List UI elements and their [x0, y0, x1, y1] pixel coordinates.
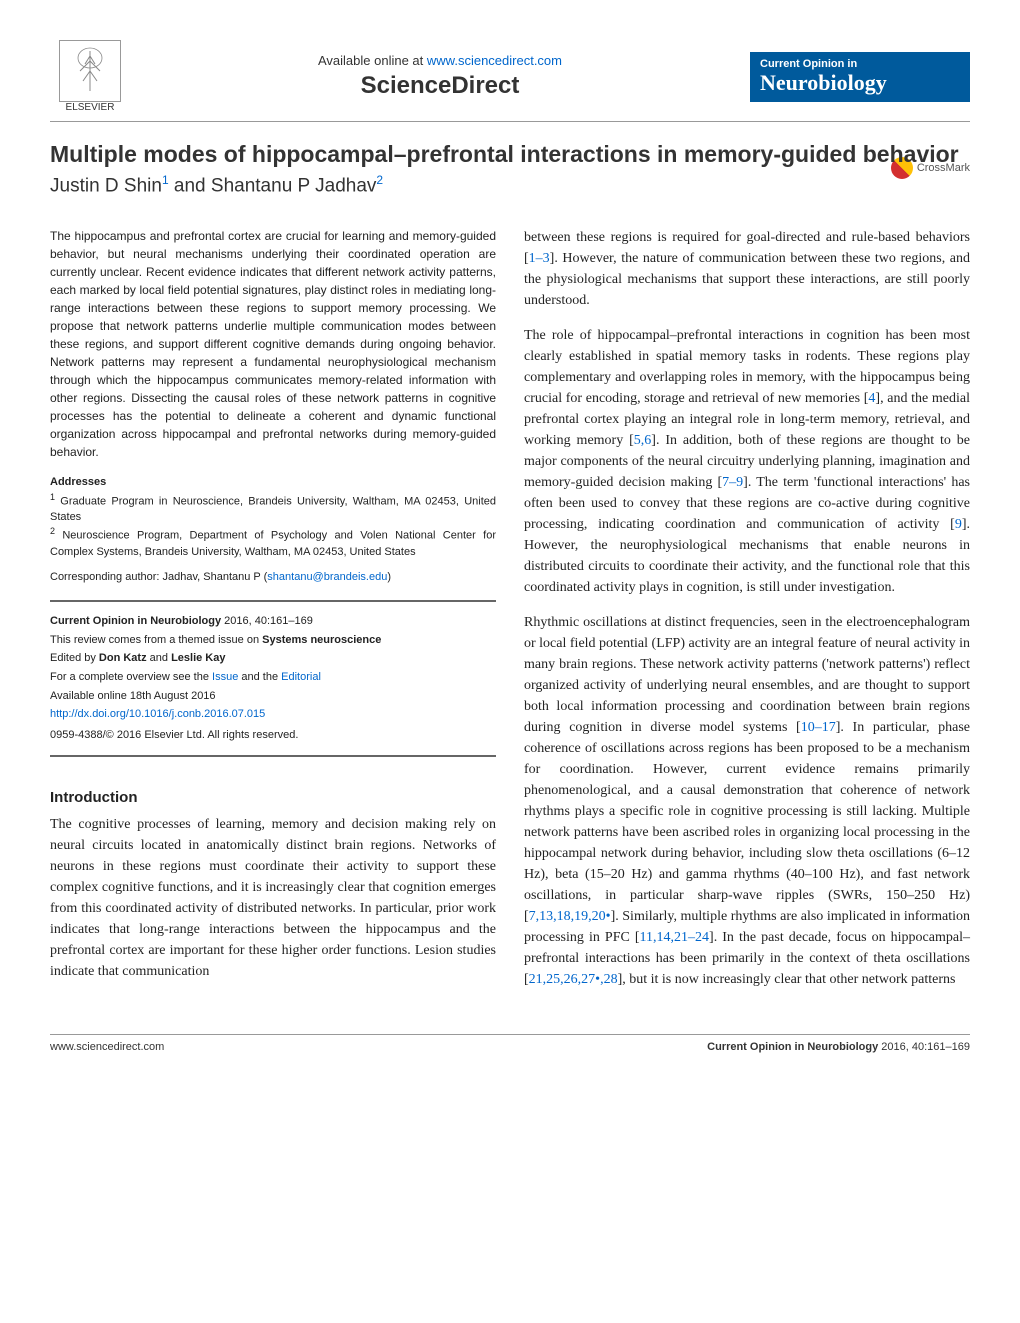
copyright-line: 0959-4388/© 2016 Elsevier Ltd. All right…: [50, 726, 496, 745]
sciencedirect-wordmark: ScienceDirect: [130, 72, 750, 100]
ref-link[interactable]: 11,14,21–24: [640, 930, 709, 945]
elsevier-label: ELSEVIER: [66, 102, 115, 113]
overview-prefix: For a complete overview see the: [50, 671, 212, 683]
available-online-prefix: Available online at: [318, 53, 427, 68]
corresponding-prefix: Corresponding author: Jadhav, Shantanu P…: [50, 571, 267, 583]
page-header: ELSEVIER Available online at www.science…: [50, 40, 970, 122]
overview-editorial-link[interactable]: Editorial: [281, 671, 321, 683]
page-footer: www.sciencedirect.com Current Opinion in…: [50, 1034, 970, 1053]
citation-line: Current Opinion in Neurobiology 2016, 40…: [50, 612, 496, 631]
author-1: Justin D Shin: [50, 175, 162, 196]
body-paragraph-3: Rhythmic oscillations at distinct freque…: [524, 612, 970, 990]
addresses-heading: Addresses: [50, 475, 496, 491]
corresponding-author: Corresponding author: Jadhav, Shantanu P…: [50, 570, 496, 586]
journal-line1: Current Opinion in: [760, 58, 960, 70]
introduction-paragraph: The cognitive processes of learning, mem…: [50, 814, 496, 982]
introduction-heading: Introduction: [50, 787, 496, 809]
article-info-box: Current Opinion in Neurobiology 2016, 40…: [50, 600, 496, 757]
ref-link[interactable]: 7–9: [722, 475, 743, 490]
p1-text-b: ]. However, the nature of communication …: [524, 251, 970, 308]
abstract-text: The hippocampus and prefrontal cortex ar…: [50, 227, 496, 461]
ref-link[interactable]: 10–17: [801, 720, 836, 735]
edited-prefix: Edited by: [50, 652, 99, 664]
themed-prefix: This review comes from a themed issue on: [50, 634, 262, 646]
editor-2: Leslie Kay: [171, 652, 225, 664]
article-title: Multiple modes of hippocampal–prefrontal…: [50, 140, 970, 169]
ref-link[interactable]: 9: [955, 517, 962, 532]
corresponding-suffix: ): [387, 571, 391, 583]
ref-link[interactable]: 21,25,26,27•,28: [529, 972, 618, 987]
p3-text-a: Rhythmic oscillations at distinct freque…: [524, 615, 970, 735]
citation-rest: 2016, 40:161–169: [221, 615, 313, 627]
themed-issue-line: This review comes from a themed issue on…: [50, 631, 496, 650]
ref-link[interactable]: 1–3: [529, 251, 550, 266]
author-1-affiliation[interactable]: 1: [162, 173, 169, 187]
ref-link[interactable]: 7,13,18,19,20•: [529, 909, 611, 924]
right-column: between these regions is required for go…: [524, 227, 970, 1004]
corresponding-email[interactable]: shantanu@brandeis.edu: [267, 571, 387, 583]
body-paragraph-1: between these regions is required for go…: [524, 227, 970, 311]
edited-by-line: Edited by Don Katz and Leslie Kay: [50, 649, 496, 668]
citation-journal: Current Opinion in Neurobiology: [50, 615, 221, 627]
header-center: Available online at www.sciencedirect.co…: [130, 53, 750, 100]
affiliation-1: 1 Graduate Program in Neuroscience, Bran…: [50, 491, 496, 525]
overview-issue-link[interactable]: Issue: [212, 671, 238, 683]
journal-brand-box: Current Opinion in Neurobiology: [750, 52, 970, 102]
editor-sep: and: [147, 652, 171, 664]
overview-line: For a complete overview see the Issue an…: [50, 668, 496, 687]
footer-left: www.sciencedirect.com: [50, 1041, 164, 1053]
doi-link[interactable]: http://dx.doi.org/10.1016/j.conb.2016.07…: [50, 708, 265, 720]
footer-right: Current Opinion in Neurobiology 2016, 40…: [707, 1041, 970, 1053]
editor-1: Don Katz: [99, 652, 147, 664]
footer-citation: 2016, 40:161–169: [878, 1041, 970, 1053]
body-paragraph-2: The role of hippocampal–prefrontal inter…: [524, 325, 970, 598]
article-authors: Justin D Shin1 and Shantanu P Jadhav2: [50, 173, 970, 197]
left-column: The hippocampus and prefrontal cortex ar…: [50, 227, 496, 1004]
author-2-affiliation[interactable]: 2: [376, 173, 383, 187]
available-online: Available online at www.sciencedirect.co…: [130, 53, 750, 68]
two-column-layout: The hippocampus and prefrontal cortex ar…: [50, 227, 970, 1004]
author-separator: and: [169, 175, 211, 196]
journal-line2: Neurobiology: [760, 70, 960, 96]
author-2: Shantanu P Jadhav: [211, 175, 377, 196]
themed-topic: Systems neuroscience: [262, 634, 381, 646]
aff2-text: Neuroscience Program, Department of Psyc…: [50, 530, 496, 557]
elsevier-tree-icon: [59, 40, 121, 102]
p3-text-b: ]. In particular, phase coherence of osc…: [524, 720, 970, 924]
elsevier-logo: ELSEVIER: [50, 40, 130, 113]
sciencedirect-link[interactable]: www.sciencedirect.com: [427, 53, 562, 68]
p3-text-e: ], but it is now increasingly clear that…: [618, 972, 956, 987]
ref-link[interactable]: 5,6: [634, 433, 652, 448]
affiliation-2: 2 Neuroscience Program, Department of Ps…: [50, 525, 496, 559]
footer-journal-name: Current Opinion in Neurobiology: [707, 1041, 878, 1053]
addresses-block: 1 Graduate Program in Neuroscience, Bran…: [50, 491, 496, 560]
overview-and: and the: [238, 671, 281, 683]
aff1-text: Graduate Program in Neuroscience, Brande…: [50, 496, 496, 523]
available-online-date: Available online 18th August 2016: [50, 687, 496, 706]
